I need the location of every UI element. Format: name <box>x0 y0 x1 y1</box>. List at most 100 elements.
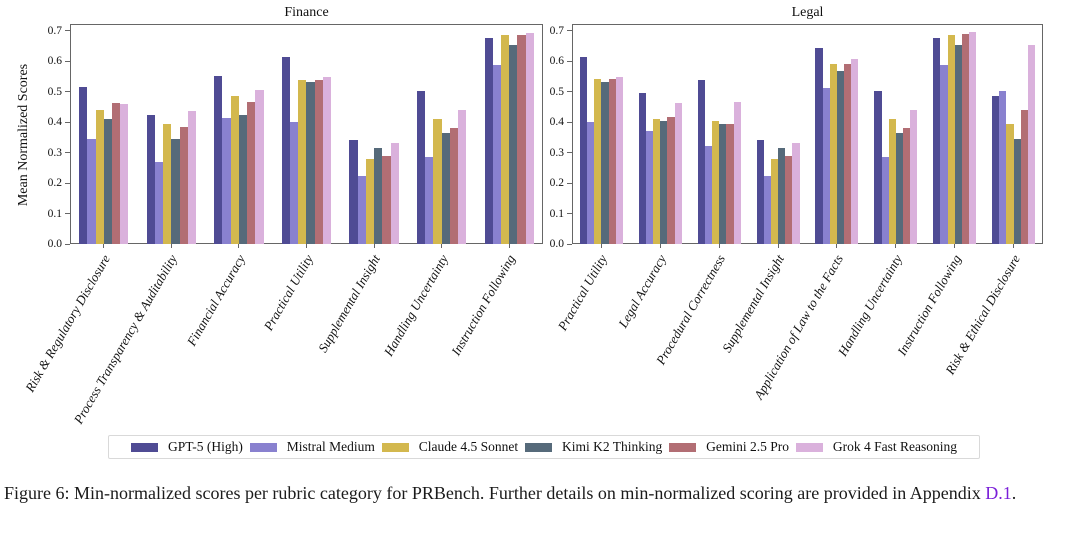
bar-mistral-medium <box>492 65 501 244</box>
bar-gpt-5-high <box>214 76 223 244</box>
bar-gemini-2-5-pro <box>314 79 323 244</box>
bar-group-risk-ethical-disclosure <box>984 24 1043 244</box>
bar-gemini-2-5-pro <box>382 156 391 244</box>
y-tick-mark <box>65 91 70 93</box>
bar-claude-4-5-sonnet <box>829 64 837 244</box>
y-tick-mark <box>65 121 70 123</box>
bar-gemini-2-5-pro <box>1020 110 1028 244</box>
bar-group-instruction-following <box>925 24 984 244</box>
bar-mistral-medium <box>704 145 713 244</box>
bar-gpt-5-high <box>874 90 882 244</box>
legend-item-gemini-2-5-pro: Gemini 2.5 Pro <box>669 439 789 455</box>
bar-mistral-medium <box>222 118 231 244</box>
bar-mistral-medium <box>587 122 595 244</box>
legend-swatch-grok-4-fast-reasoning <box>795 442 823 452</box>
bar-kimi-k2-thinking <box>374 148 383 244</box>
y-tick-label: 0.0 <box>549 238 564 250</box>
bar-kimi-k2-thinking <box>171 138 180 244</box>
bar-kimi-k2-thinking <box>306 81 315 244</box>
chart-title-legal: Legal <box>791 5 824 20</box>
y-tick-label: 0.1 <box>549 207 564 220</box>
chart-title-finance: Finance <box>284 5 329 20</box>
bar-claude-4-5-sonnet <box>163 124 172 244</box>
bar-gemini-2-5-pro <box>608 79 616 244</box>
caption-period: . <box>1011 483 1017 503</box>
legend-swatch-gemini-2-5-pro <box>669 442 697 452</box>
x-tick-mark <box>238 244 240 248</box>
bar-claude-4-5-sonnet <box>298 79 307 244</box>
bar-claude-4-5-sonnet <box>653 119 661 244</box>
legend-item-kimi-k2-thinking: Kimi K2 Thinking <box>524 439 662 455</box>
bar-claude-4-5-sonnet <box>1006 124 1014 244</box>
bar-gemini-2-5-pro <box>112 103 121 244</box>
bar-gpt-5-high <box>992 96 1000 244</box>
legend: GPT-5 (High) Mistral Medium Claude 4.5 Son… <box>108 435 980 459</box>
y-tick-label: 0.4 <box>47 116 62 129</box>
x-tick-mark <box>600 244 602 248</box>
bar-mistral-medium <box>646 130 654 244</box>
bar-gpt-5-high <box>697 80 705 244</box>
bar-claude-4-5-sonnet <box>712 120 720 244</box>
bar-kimi-k2-thinking <box>601 82 609 244</box>
legend-item-grok-4-fast-reasoning: Grok 4 Fast Reasoning <box>795 439 957 455</box>
bar-grok-4-fast-reasoning <box>792 142 800 244</box>
bar-gemini-2-5-pro <box>517 34 526 244</box>
bar-claude-4-5-sonnet <box>947 35 955 244</box>
appendix-link[interactable]: D.1 <box>985 483 1012 503</box>
y-tick-label: 0.6 <box>47 55 62 68</box>
bar-mistral-medium <box>154 162 164 244</box>
bar-group-legal-accuracy <box>631 24 690 244</box>
legend-label: Claude 4.5 Sonnet <box>418 439 519 454</box>
bar-claude-4-5-sonnet <box>888 118 896 244</box>
legend-label: Gemini 2.5 Pro <box>706 439 789 454</box>
y-tick-label: 0.6 <box>549 55 564 68</box>
bar-group-financial-accuracy <box>205 24 273 244</box>
y-tick-mark <box>65 152 70 154</box>
y-tick-mark <box>567 60 572 62</box>
bar-group-instruction-following <box>475 24 543 244</box>
bar-kimi-k2-thinking <box>1013 138 1021 244</box>
bar-kimi-k2-thinking <box>660 121 668 244</box>
y-tick-mark <box>567 30 572 32</box>
y-tick-mark <box>567 121 572 123</box>
bar-gpt-5-high <box>756 139 764 244</box>
bar-claude-4-5-sonnet <box>770 158 779 244</box>
bar-gpt-5-high <box>933 38 941 244</box>
bar-kimi-k2-thinking <box>895 132 903 244</box>
bar-gemini-2-5-pro <box>726 124 734 244</box>
bar-grok-4-fast-reasoning <box>255 89 264 244</box>
y-tick-mark <box>65 30 70 32</box>
y-tick-label: 0.3 <box>47 146 62 159</box>
y-tick-label: 0.7 <box>549 24 564 37</box>
bar-gpt-5-high <box>416 90 426 244</box>
bar-grok-4-fast-reasoning <box>1027 45 1036 244</box>
bar-gemini-2-5-pro <box>961 34 969 244</box>
bar-gpt-5-high <box>281 56 291 244</box>
bar-kimi-k2-thinking <box>778 148 786 244</box>
bar-group-supplemental-insight <box>340 24 408 244</box>
bar-gemini-2-5-pro <box>247 101 256 244</box>
y-tick-label: 0.2 <box>47 177 62 190</box>
bar-mistral-medium <box>425 157 434 244</box>
bar-claude-4-5-sonnet <box>230 95 239 244</box>
y-tick-label: 0.3 <box>549 146 564 159</box>
legend-swatch-gpt-5-high <box>131 442 158 452</box>
bar-grok-4-fast-reasoning <box>615 76 623 244</box>
legend-swatch-mistral-medium <box>249 442 277 452</box>
bar-mistral-medium <box>763 176 771 244</box>
y-tick-label: 0.1 <box>47 207 62 220</box>
bar-gpt-5-high <box>349 139 358 244</box>
bar-claude-4-5-sonnet <box>95 109 104 244</box>
bar-kimi-k2-thinking <box>238 114 248 244</box>
bar-grok-4-fast-reasoning <box>187 111 196 244</box>
x-tick-mark <box>1013 244 1015 248</box>
bar-gemini-2-5-pro <box>179 127 188 244</box>
figure-caption: Figure 6: Min-normalized scores per rubr… <box>4 482 1070 505</box>
y-axis-label: Mean Normalized Scores <box>16 63 31 207</box>
bar-grok-4-fast-reasoning <box>458 110 467 244</box>
y-tick-mark <box>65 213 70 215</box>
y-tick-mark <box>65 60 70 62</box>
y-tick-label: 0.5 <box>47 85 62 98</box>
bar-mistral-medium <box>881 157 889 244</box>
bar-group-handling-uncertainty <box>408 24 476 244</box>
